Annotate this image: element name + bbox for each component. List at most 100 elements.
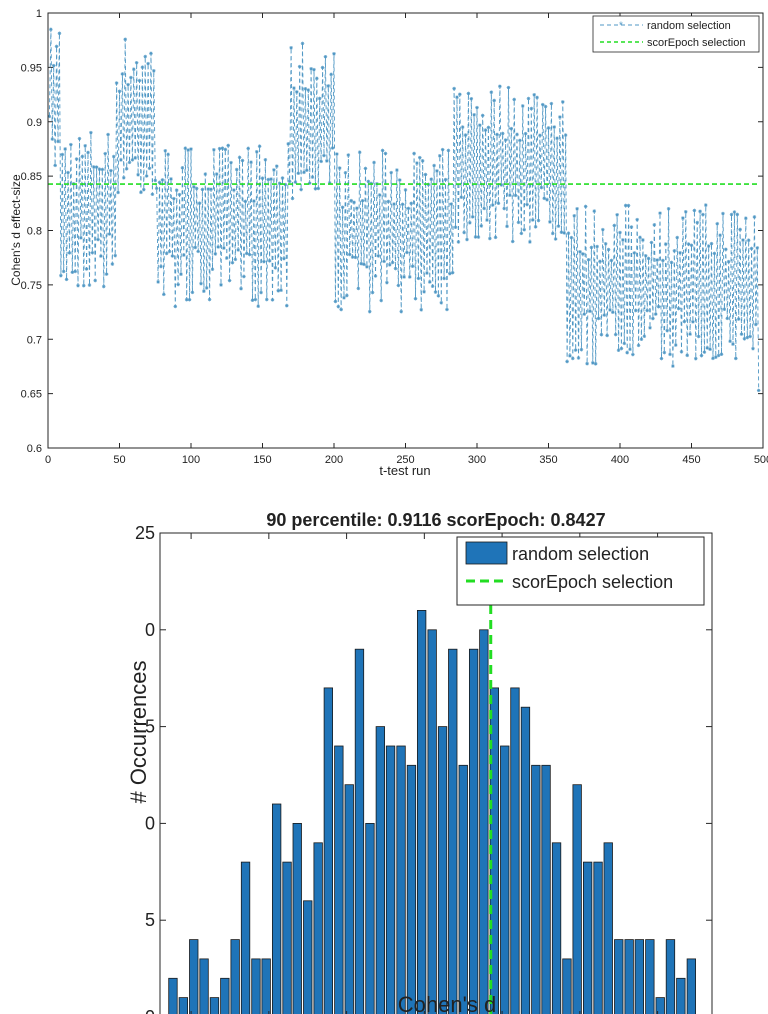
random-selection-point xyxy=(234,167,239,172)
random-selection-point xyxy=(214,172,219,176)
random-selection-point xyxy=(124,167,129,171)
random-selection-point xyxy=(465,237,469,242)
random-selection-point xyxy=(77,136,82,141)
random-selection-point xyxy=(682,319,687,324)
random-selection-point xyxy=(59,273,63,278)
random-selection-point xyxy=(396,283,401,288)
random-selection-point xyxy=(658,211,662,215)
random-selection-point xyxy=(539,185,544,190)
random-selection-point xyxy=(345,293,349,298)
random-selection-point xyxy=(716,353,721,358)
random-selection-point xyxy=(665,328,669,333)
random-selection-point xyxy=(466,91,471,96)
random-selection-point xyxy=(372,160,376,165)
random-selection-point xyxy=(229,160,233,165)
random-selection-point xyxy=(220,146,225,150)
random-selection-point xyxy=(583,204,588,209)
random-selection-point xyxy=(463,133,468,137)
random-selection-point xyxy=(156,280,160,284)
random-selection-point xyxy=(297,64,302,69)
histogram-bar xyxy=(541,764,551,1014)
random-selection-point xyxy=(601,227,605,232)
random-selection-point xyxy=(673,343,678,347)
random-selection-point xyxy=(746,238,751,242)
random-selection-point xyxy=(207,297,212,302)
random-selection-point xyxy=(260,176,265,181)
random-selection-point xyxy=(399,309,404,314)
random-selection-point xyxy=(257,144,262,149)
random-selection-point xyxy=(103,151,107,156)
random-selection-point xyxy=(598,259,602,264)
random-selection-point xyxy=(273,266,278,270)
random-selection-point xyxy=(222,246,226,250)
random-selection-point xyxy=(163,149,168,153)
random-selection-point xyxy=(53,163,57,168)
random-selection-point xyxy=(498,84,502,89)
random-selection-point xyxy=(111,154,116,159)
histogram-bar xyxy=(365,822,375,1014)
random-selection-point xyxy=(586,257,591,262)
random-selection-point xyxy=(179,272,183,276)
random-selection-point xyxy=(523,131,528,136)
random-selection-point xyxy=(76,283,80,288)
histogram-bar xyxy=(230,939,240,1014)
random-selection-point xyxy=(142,187,146,192)
random-selection-point xyxy=(392,202,396,206)
random-selection-point xyxy=(538,133,542,138)
random-selection-point xyxy=(732,210,737,214)
random-selection-point xyxy=(453,225,458,229)
random-selection-point xyxy=(632,251,637,255)
random-selection-point xyxy=(548,220,552,224)
random-selection-point xyxy=(99,254,103,258)
histogram-bar xyxy=(572,784,582,1014)
random-selection-point xyxy=(500,131,505,136)
histogram-bar xyxy=(178,997,189,1014)
random-selection-point xyxy=(86,150,90,155)
random-selection-point xyxy=(739,332,744,336)
histogram-bar xyxy=(271,803,282,1014)
random-selection-point xyxy=(480,113,485,118)
random-selection-point xyxy=(493,235,498,240)
random-selection-point xyxy=(144,174,149,178)
random-selection-point xyxy=(143,54,148,59)
random-selection-point xyxy=(210,267,215,271)
line-chart-legend: * random selection scorEpoch selection xyxy=(592,15,760,53)
random-selection-point xyxy=(685,353,690,358)
random-selection-point xyxy=(189,147,193,151)
x-tick-label: 350 xyxy=(539,454,557,466)
random-selection-point xyxy=(60,152,65,157)
random-selection-point xyxy=(264,297,269,302)
random-selection-point xyxy=(336,304,341,309)
line-chart-legend-box xyxy=(592,15,760,53)
random-selection-point xyxy=(323,54,328,59)
x-tick-label: 450 xyxy=(682,454,700,466)
random-selection-point xyxy=(153,178,158,183)
histogram-bar xyxy=(562,958,572,1014)
random-selection-point xyxy=(688,332,692,336)
random-selection-point xyxy=(530,218,535,222)
random-selection-point xyxy=(269,177,273,181)
random-selection-point xyxy=(383,151,388,156)
random-selection-point xyxy=(559,230,564,234)
random-selection-point xyxy=(380,148,385,153)
random-selection-point xyxy=(469,96,474,101)
histogram-bar xyxy=(354,648,365,1014)
random-selection-point xyxy=(367,309,372,314)
random-selection-point xyxy=(745,335,750,340)
random-selection-point xyxy=(74,157,79,161)
random-selection-point xyxy=(608,308,612,312)
random-selection-point xyxy=(330,146,335,150)
random-selection-point xyxy=(79,236,83,240)
random-selection-point xyxy=(157,180,162,185)
random-selection-point xyxy=(729,212,734,217)
histogram-bar xyxy=(427,629,437,1014)
random-selection-point xyxy=(556,224,561,228)
random-selection-point xyxy=(446,148,451,153)
random-selection-point xyxy=(655,258,659,262)
random-selection-point xyxy=(482,206,486,211)
histogram-ticks: 0.650.70.750.80.850.90.950505025 xyxy=(135,523,712,1014)
random-selection-point xyxy=(360,198,365,203)
random-selection-point xyxy=(659,356,664,361)
histogram-bar xyxy=(500,745,510,1014)
random-selection-point xyxy=(283,182,288,187)
